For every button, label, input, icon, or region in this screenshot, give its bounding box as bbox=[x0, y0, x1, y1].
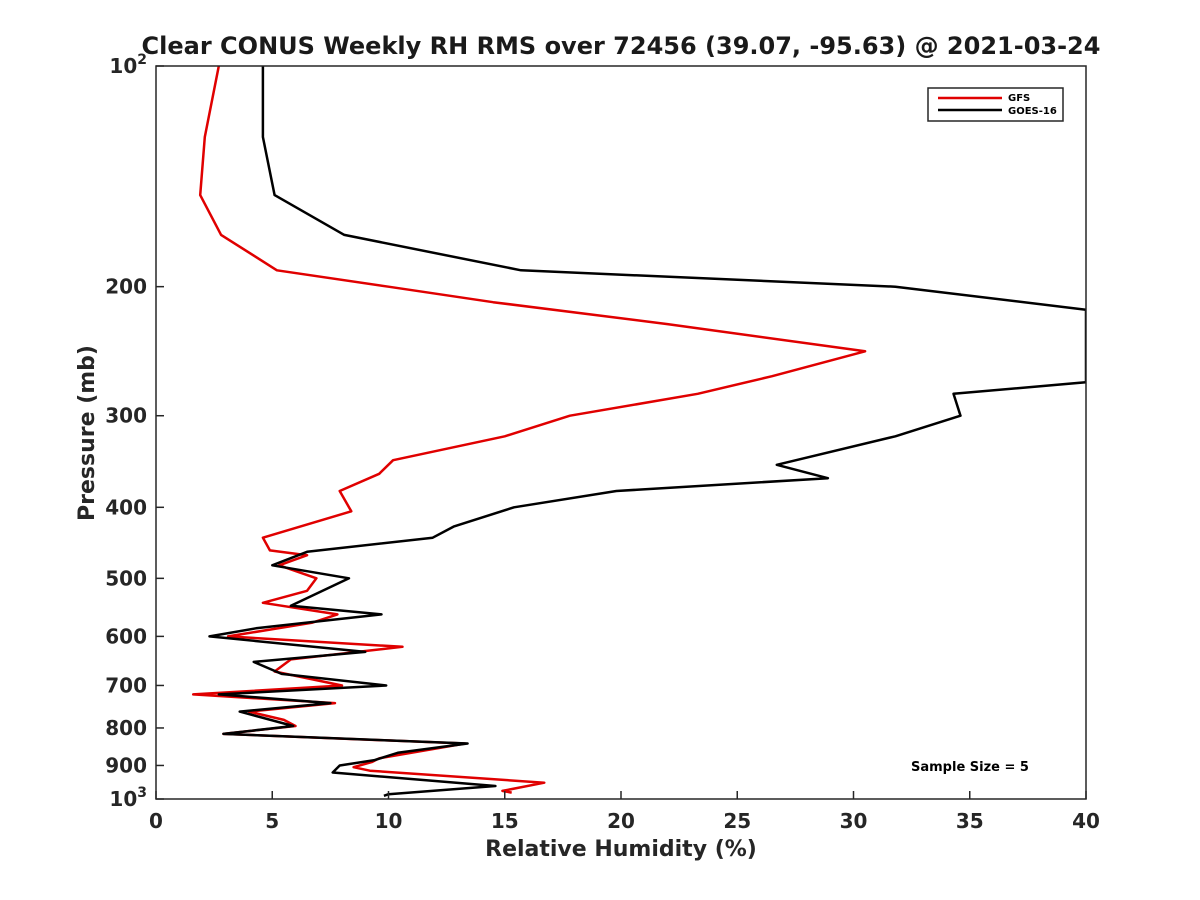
x-tick-label: 20 bbox=[607, 809, 635, 833]
legend: GFS GOES-16 bbox=[927, 87, 1064, 122]
x-tick-label: 25 bbox=[723, 809, 751, 833]
y-tick-label: 102 bbox=[109, 52, 147, 78]
y-tick-label: 400 bbox=[105, 495, 147, 519]
x-tick-label: 10 bbox=[375, 809, 403, 833]
y-tick-label: 900 bbox=[105, 753, 147, 777]
y-tick-label: 103 bbox=[109, 785, 147, 811]
chart-title: Clear CONUS Weekly RH RMS over 72456 (39… bbox=[142, 32, 1101, 60]
tick-layer: 0 5 10 15 20 25 30 35 40 102 200 300 400 500 600 700 800… bbox=[105, 52, 1100, 833]
legend-label-gfs: GFS bbox=[1008, 93, 1030, 104]
legend-box bbox=[927, 87, 1064, 122]
sample-size-annotation: Sample Size = 5 bbox=[911, 760, 1029, 775]
x-tick-label: 30 bbox=[840, 809, 868, 833]
x-tick-label: 5 bbox=[265, 809, 279, 833]
series-line-goes16 bbox=[208, 66, 1086, 797]
x-tick-label: 15 bbox=[491, 809, 519, 833]
legend-label-goes16: GOES-16 bbox=[1008, 106, 1057, 117]
x-axis-label: Relative Humidity (%) bbox=[485, 837, 757, 862]
x-tick-label: 40 bbox=[1072, 809, 1100, 833]
y-tick-label: 600 bbox=[105, 624, 147, 648]
x-tick-label: 35 bbox=[956, 809, 984, 833]
y-tick-label: 700 bbox=[105, 673, 147, 697]
series-layer bbox=[191, 66, 1086, 797]
y-tick-label: 300 bbox=[105, 404, 147, 428]
y-tick-label: 800 bbox=[105, 716, 147, 740]
y-tick-label: 200 bbox=[105, 275, 147, 299]
y-tick-label: 500 bbox=[105, 566, 147, 590]
y-axis-label: Pressure (mb) bbox=[75, 345, 100, 521]
x-tick-label: 0 bbox=[149, 809, 163, 833]
